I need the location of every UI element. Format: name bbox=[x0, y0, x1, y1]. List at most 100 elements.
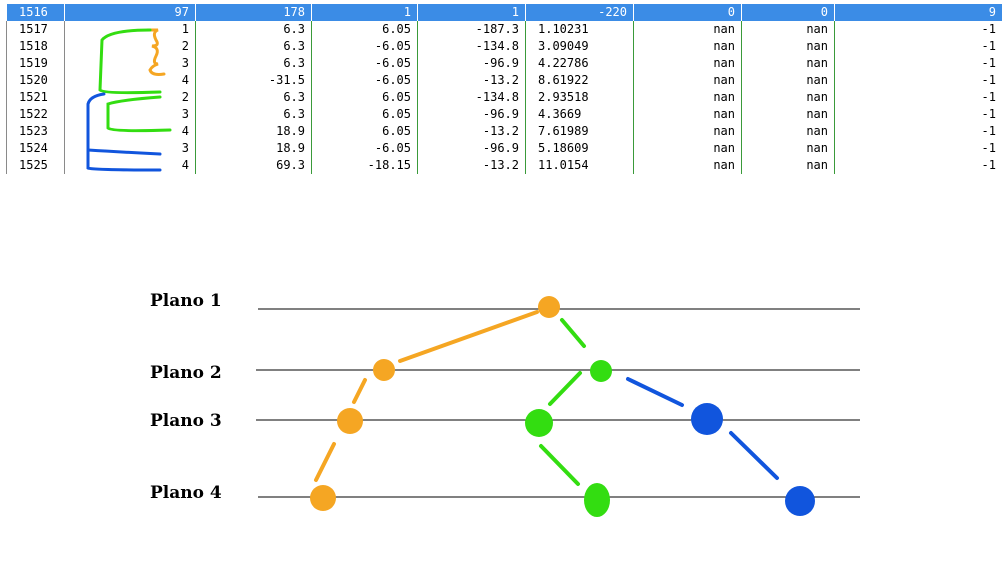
table-cell[interactable]: 4.22786 bbox=[525, 55, 633, 72]
table-cell[interactable]: -96.9 bbox=[417, 140, 525, 157]
table-cell[interactable]: 1520 bbox=[6, 72, 64, 89]
header-cell[interactable]: -220 bbox=[525, 4, 633, 21]
table-cell[interactable]: -6.05 bbox=[311, 72, 417, 89]
table-cell[interactable]: nan bbox=[741, 89, 834, 106]
table-cell[interactable]: nan bbox=[633, 55, 741, 72]
table-cell[interactable]: -1 bbox=[834, 55, 1002, 72]
table-cell[interactable]: -1 bbox=[834, 123, 1002, 140]
header-cell[interactable]: 1516 bbox=[6, 4, 64, 21]
table-cell[interactable]: nan bbox=[633, 123, 741, 140]
table-cell[interactable]: -6.05 bbox=[311, 38, 417, 55]
header-cell[interactable]: 0 bbox=[633, 4, 741, 21]
table-cell[interactable]: nan bbox=[633, 89, 741, 106]
table-row[interactable]: 1521 2 6.3 6.05 -134.8 2.93518 nan nan -1 bbox=[6, 89, 1002, 106]
table-cell[interactable]: 6.3 bbox=[195, 21, 311, 38]
table-cell[interactable]: 69.3 bbox=[195, 157, 311, 174]
table-cell[interactable]: -13.2 bbox=[417, 72, 525, 89]
table-cell[interactable]: -31.5 bbox=[195, 72, 311, 89]
table-cell[interactable]: 1519 bbox=[6, 55, 64, 72]
header-cell[interactable]: 1 bbox=[311, 4, 417, 21]
table-cell[interactable]: -1 bbox=[834, 89, 1002, 106]
table-cell[interactable]: nan bbox=[741, 157, 834, 174]
table-cell[interactable]: nan bbox=[741, 123, 834, 140]
table-cell[interactable]: -1 bbox=[834, 21, 1002, 38]
table-cell[interactable]: 6.3 bbox=[195, 89, 311, 106]
table-cell[interactable]: 1 bbox=[64, 21, 195, 38]
table-row[interactable]: 1524 3 18.9 -6.05 -96.9 5.18609 nan nan -1 bbox=[6, 140, 1002, 157]
grid-header-row[interactable]: 1516 97 178 1 1 -220 0 0 9 bbox=[6, 4, 1002, 21]
table-cell[interactable]: nan bbox=[741, 21, 834, 38]
table-cell[interactable]: 3.09049 bbox=[525, 38, 633, 55]
table-cell[interactable]: -1 bbox=[834, 106, 1002, 123]
table-cell[interactable]: -6.05 bbox=[311, 140, 417, 157]
table-cell[interactable]: -6.05 bbox=[311, 55, 417, 72]
table-row[interactable]: 1525 4 69.3 -18.15 -13.2 11.0154 nan nan -1 bbox=[6, 157, 1002, 174]
table-cell[interactable]: -1 bbox=[834, 72, 1002, 89]
table-cell[interactable]: 2 bbox=[64, 89, 195, 106]
table-cell[interactable]: 4 bbox=[64, 157, 195, 174]
table-cell[interactable]: 1.10231 bbox=[525, 21, 633, 38]
table-cell[interactable]: -134.8 bbox=[417, 38, 525, 55]
table-cell[interactable]: 8.61922 bbox=[525, 72, 633, 89]
table-cell[interactable]: 6.05 bbox=[311, 21, 417, 38]
table-cell[interactable]: 3 bbox=[64, 106, 195, 123]
table-cell[interactable]: 4.3669 bbox=[525, 106, 633, 123]
table-cell[interactable]: 6.3 bbox=[195, 38, 311, 55]
table-cell[interactable]: nan bbox=[633, 140, 741, 157]
table-cell[interactable]: 6.05 bbox=[311, 106, 417, 123]
table-cell[interactable]: nan bbox=[741, 55, 834, 72]
table-cell[interactable]: nan bbox=[633, 157, 741, 174]
table-cell[interactable]: 11.0154 bbox=[525, 157, 633, 174]
table-row[interactable]: 1520 4 -31.5 -6.05 -13.2 8.61922 nan nan -1 bbox=[6, 72, 1002, 89]
table-cell[interactable]: 3 bbox=[64, 55, 195, 72]
table-row[interactable]: 1518 2 6.3 -6.05 -134.8 3.09049 nan nan -1 bbox=[6, 38, 1002, 55]
table-cell[interactable]: -18.15 bbox=[311, 157, 417, 174]
table-row[interactable]: 1522 3 6.3 6.05 -96.9 4.3669 nan nan -1 bbox=[6, 106, 1002, 123]
table-cell[interactable]: nan bbox=[633, 21, 741, 38]
table-cell[interactable]: 3 bbox=[64, 140, 195, 157]
table-cell[interactable]: 5.18609 bbox=[525, 140, 633, 157]
table-cell[interactable]: 1523 bbox=[6, 123, 64, 140]
table-cell[interactable]: nan bbox=[633, 72, 741, 89]
table-cell[interactable]: 4 bbox=[64, 72, 195, 89]
table-cell[interactable]: 7.61989 bbox=[525, 123, 633, 140]
table-cell[interactable]: nan bbox=[633, 38, 741, 55]
table-cell[interactable]: 1521 bbox=[6, 89, 64, 106]
table-cell[interactable]: nan bbox=[741, 106, 834, 123]
table-cell[interactable]: 18.9 bbox=[195, 140, 311, 157]
table-cell[interactable]: 2.93518 bbox=[525, 89, 633, 106]
header-cell[interactable]: 1 bbox=[417, 4, 525, 21]
table-cell[interactable]: -96.9 bbox=[417, 106, 525, 123]
table-cell[interactable]: -187.3 bbox=[417, 21, 525, 38]
table-row[interactable]: 1519 3 6.3 -6.05 -96.9 4.22786 nan nan -1 bbox=[6, 55, 1002, 72]
table-cell[interactable]: 18.9 bbox=[195, 123, 311, 140]
header-cell[interactable]: 0 bbox=[741, 4, 834, 21]
header-cell[interactable]: 9 bbox=[834, 4, 1002, 21]
table-cell[interactable]: nan bbox=[741, 140, 834, 157]
table-cell[interactable]: 1522 bbox=[6, 106, 64, 123]
table-cell[interactable]: -13.2 bbox=[417, 157, 525, 174]
table-cell[interactable]: 2 bbox=[64, 38, 195, 55]
table-cell[interactable]: 6.05 bbox=[311, 89, 417, 106]
table-row[interactable]: 1523 4 18.9 6.05 -13.2 7.61989 nan nan -1 bbox=[6, 123, 1002, 140]
header-cell[interactable]: 178 bbox=[195, 4, 311, 21]
table-cell[interactable]: nan bbox=[741, 38, 834, 55]
table-cell[interactable]: -1 bbox=[834, 38, 1002, 55]
table-cell[interactable]: 1524 bbox=[6, 140, 64, 157]
table-cell[interactable]: -1 bbox=[834, 140, 1002, 157]
table-cell[interactable]: 6.05 bbox=[311, 123, 417, 140]
table-cell[interactable]: -96.9 bbox=[417, 55, 525, 72]
table-cell[interactable]: -134.8 bbox=[417, 89, 525, 106]
table-cell[interactable]: 1525 bbox=[6, 157, 64, 174]
table-row[interactable]: 1517 1 6.3 6.05 -187.3 1.10231 nan nan -1 bbox=[6, 21, 1002, 38]
table-cell[interactable]: 4 bbox=[64, 123, 195, 140]
table-cell[interactable]: 6.3 bbox=[195, 55, 311, 72]
table-cell[interactable]: -1 bbox=[834, 157, 1002, 174]
table-cell[interactable]: nan bbox=[741, 72, 834, 89]
table-cell[interactable]: -13.2 bbox=[417, 123, 525, 140]
table-cell[interactable]: 6.3 bbox=[195, 106, 311, 123]
table-cell[interactable]: nan bbox=[633, 106, 741, 123]
table-cell[interactable]: 1517 bbox=[6, 21, 64, 38]
header-cell[interactable]: 97 bbox=[64, 4, 195, 21]
table-cell[interactable]: 1518 bbox=[6, 38, 64, 55]
